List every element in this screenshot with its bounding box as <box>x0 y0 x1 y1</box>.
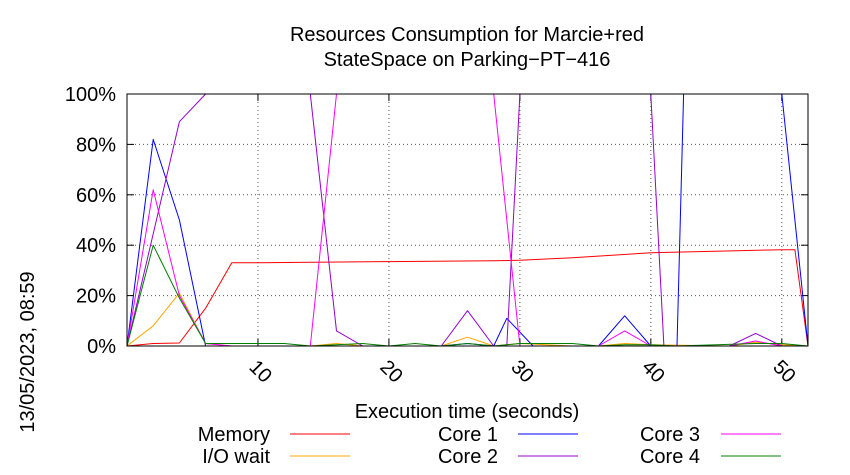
x-tick-label: 20 <box>376 356 407 387</box>
legend-label-core-4: Core 4 <box>640 446 700 468</box>
x-tick-label: 30 <box>506 356 537 387</box>
series-group <box>126 93 809 347</box>
chart-subtitle: StateSpace on Parking−PT−416 <box>324 49 611 71</box>
y-tick-label: 60% <box>76 185 116 207</box>
legend-label-i-o-wait: I/O wait <box>202 446 270 468</box>
series-line-memory <box>126 249 809 347</box>
series-line-core-2 <box>126 93 808 347</box>
x-tick-label: 50 <box>768 356 799 387</box>
x-tick-label: 40 <box>637 356 668 387</box>
y-tick-label: 0% <box>87 336 116 358</box>
y-axis: 0% 20% 40% 60% 80% 100% <box>65 84 808 358</box>
grid-lines <box>127 94 808 346</box>
legend-label-core-3: Core 3 <box>640 424 700 446</box>
x-axis-label: Execution time (seconds) <box>355 401 580 423</box>
timestamp-label: 13/05/2023, 08:59 <box>17 271 39 432</box>
legend-label-memory: Memory <box>198 424 270 446</box>
y-tick-label: 40% <box>76 235 116 257</box>
y-tick-label: 100% <box>65 84 116 106</box>
series-line-core-1 <box>126 93 809 347</box>
series-line-i-o-wait <box>126 292 809 347</box>
x-tick-label: 10 <box>245 356 276 387</box>
legend-label-core-1: Core 1 <box>438 424 498 446</box>
plot-frame <box>126 93 809 347</box>
y-tick-label: 80% <box>76 134 116 156</box>
y-tick-label: 20% <box>76 286 116 308</box>
legend-label-core-2: Core 2 <box>438 446 498 468</box>
series-line-core-4 <box>126 244 809 347</box>
chart-title: Resources Consumption for Marcie+red <box>290 24 644 46</box>
series-line-core-3 <box>126 93 808 347</box>
